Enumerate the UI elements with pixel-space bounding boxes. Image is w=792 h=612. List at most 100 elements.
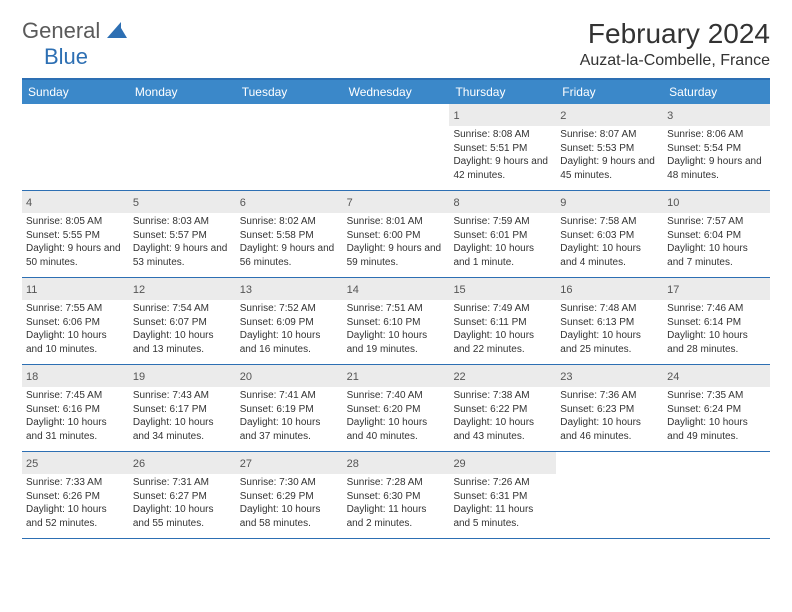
sunrise-text: Sunrise: 8:01 AM bbox=[347, 215, 446, 229]
day-cell: 18Sunrise: 7:45 AMSunset: 6:16 PMDayligh… bbox=[22, 365, 129, 451]
month-title: February 2024 bbox=[580, 18, 770, 50]
sunrise-text: Sunrise: 7:45 AM bbox=[26, 389, 125, 403]
sunrise-text: Sunrise: 7:55 AM bbox=[26, 302, 125, 316]
daylight-text: Daylight: 10 hours and 1 minute. bbox=[453, 242, 552, 269]
day-number-bar: 21 bbox=[343, 365, 450, 387]
daylight-text: Daylight: 10 hours and 19 minutes. bbox=[347, 329, 446, 356]
daylight-text: Daylight: 11 hours and 2 minutes. bbox=[347, 503, 446, 530]
day-number: 16 bbox=[560, 284, 572, 296]
sunrise-text: Sunrise: 7:49 AM bbox=[453, 302, 552, 316]
day-content: Sunrise: 8:02 AMSunset: 5:58 PMDaylight:… bbox=[236, 213, 343, 273]
week-row: 11 Sunrise: 7:55 AMSunset: 6:06 PM Dayligh… bbox=[22, 278, 770, 365]
day-cell: 8Sunrise: 7:59 AMSunset: 6:01 PMDaylight… bbox=[449, 191, 556, 277]
day-number-bar: 26 bbox=[129, 452, 236, 474]
daylight-text: Daylight: 10 hours and 7 minutes. bbox=[667, 242, 766, 269]
day-number-bar: 4 bbox=[22, 191, 129, 213]
sunrise-text: Sunrise: 8:03 AM bbox=[133, 215, 232, 229]
logo-triangle-icon bbox=[107, 22, 127, 43]
day-content: Sunrise: 7:36 AMSunset: 6:23 PMDaylight:… bbox=[556, 387, 663, 447]
day-content: Sunrise: 7:43 AMSunset: 6:17 PMDaylight:… bbox=[129, 387, 236, 447]
day-number: 8 bbox=[453, 197, 459, 209]
day-number-bar: 10 bbox=[663, 191, 770, 213]
day-number-bar: 16 bbox=[556, 278, 663, 300]
sunrise-text: Sunrise: 8:07 AM bbox=[560, 128, 659, 142]
day-number-bar: 6 bbox=[236, 191, 343, 213]
day-content: Sunrise: 7:41 AMSunset: 6:19 PMDaylight:… bbox=[236, 387, 343, 447]
daylight-text: Daylight: 10 hours and 22 minutes. bbox=[453, 329, 552, 356]
day-number-bar: 7 bbox=[343, 191, 450, 213]
day-number-bar: 18 bbox=[22, 365, 129, 387]
day-cell: 29Sunrise: 7:26 AMSunset: 6:31 PMDayligh… bbox=[449, 452, 556, 538]
sunset-text: Sunset: 6:29 PM bbox=[240, 490, 339, 504]
week-row: 1 Sunrise: 8:08 AMSunset: 5:51 PMDaylight… bbox=[22, 104, 770, 191]
day-number: 18 bbox=[26, 371, 38, 383]
day-cell bbox=[129, 104, 236, 190]
sunset-text: Sunset: 6:20 PM bbox=[347, 403, 446, 417]
sunrise-text: Sunrise: 7:40 AM bbox=[347, 389, 446, 403]
sunrise-text: Sunrise: 7:26 AM bbox=[453, 476, 552, 490]
day-cell: 3Sunrise: 8:06 AMSunset: 5:54 PMDaylight… bbox=[663, 104, 770, 190]
day-content: Sunrise: 7:51 AMSunset: 6:10 PMDaylight:… bbox=[343, 300, 450, 360]
day-cell: 1 Sunrise: 8:08 AMSunset: 5:51 PMDaylight… bbox=[449, 104, 556, 190]
daylight-text: Daylight: 10 hours and 43 minutes. bbox=[453, 416, 552, 443]
daylight-text: Daylight: 9 hours and 42 minutes. bbox=[453, 155, 552, 182]
day-number: 26 bbox=[133, 458, 145, 470]
day-content: Sunrise: 7:31 AMSunset: 6:27 PMDaylight:… bbox=[129, 474, 236, 534]
day-cell: 19Sunrise: 7:43 AMSunset: 6:17 PMDayligh… bbox=[129, 365, 236, 451]
sunset-text: Sunset: 6:17 PM bbox=[133, 403, 232, 417]
sunset-text: Sunset: 6:11 PM bbox=[453, 316, 552, 330]
daylight-text: Daylight: 10 hours and 4 minutes. bbox=[560, 242, 659, 269]
day-number-bar: 24 bbox=[663, 365, 770, 387]
day-header-saturday: Saturday bbox=[663, 80, 770, 104]
logo-text-blue: Blue bbox=[44, 44, 127, 70]
day-number-bar: 29 bbox=[449, 452, 556, 474]
sunset-text: Sunset: 6:07 PM bbox=[133, 316, 232, 330]
day-content: Sunrise: 7:33 AMSunset: 6:26 PMDaylight:… bbox=[22, 474, 129, 534]
day-content: Sunrise: 7:52 AMSunset: 6:09 PMDaylight:… bbox=[236, 300, 343, 360]
day-number-bar: 8 bbox=[449, 191, 556, 213]
day-cell: 20Sunrise: 7:41 AMSunset: 6:19 PMDayligh… bbox=[236, 365, 343, 451]
day-number: 1 bbox=[453, 110, 459, 122]
sunrise-text: Sunrise: 7:46 AM bbox=[667, 302, 766, 316]
sunrise-text: Sunrise: 7:43 AM bbox=[133, 389, 232, 403]
sunset-text: Sunset: 6:27 PM bbox=[133, 490, 232, 504]
sunset-text: Sunset: 6:06 PM bbox=[26, 316, 125, 330]
day-number: 28 bbox=[347, 458, 359, 470]
day-content: Sunrise: 7:54 AMSunset: 6:07 PMDaylight:… bbox=[129, 300, 236, 360]
day-cell bbox=[22, 104, 129, 190]
daylight-text: Daylight: 10 hours and 40 minutes. bbox=[347, 416, 446, 443]
sunset-text: Sunset: 5:55 PM bbox=[26, 229, 125, 243]
day-content: Sunrise: 7:49 AMSunset: 6:11 PMDaylight:… bbox=[449, 300, 556, 360]
sunset-text: Sunset: 6:30 PM bbox=[347, 490, 446, 504]
sunset-text: Sunset: 6:03 PM bbox=[560, 229, 659, 243]
sunset-text: Sunset: 5:57 PM bbox=[133, 229, 232, 243]
day-content: Sunrise: 8:07 AMSunset: 5:53 PMDaylight:… bbox=[556, 126, 663, 186]
sunrise-text: Sunrise: 7:28 AM bbox=[347, 476, 446, 490]
day-number-bar: 22 bbox=[449, 365, 556, 387]
day-number: 21 bbox=[347, 371, 359, 383]
day-number-bar: 25 bbox=[22, 452, 129, 474]
sunrise-text: Sunrise: 7:41 AM bbox=[240, 389, 339, 403]
day-cell: 4Sunrise: 8:05 AMSunset: 5:55 PMDaylight… bbox=[22, 191, 129, 277]
day-content: Sunrise: 7:58 AMSunset: 6:03 PMDaylight:… bbox=[556, 213, 663, 273]
sunrise-text: Sunrise: 8:08 AM bbox=[453, 128, 552, 142]
day-content: Sunrise: 7:38 AMSunset: 6:22 PMDaylight:… bbox=[449, 387, 556, 447]
day-number: 27 bbox=[240, 458, 252, 470]
sunset-text: Sunset: 6:19 PM bbox=[240, 403, 339, 417]
day-number-bar: 9 bbox=[556, 191, 663, 213]
day-cell: 21 Sunrise: 7:40 AMSunset: 6:20 PMDayligh… bbox=[343, 365, 450, 451]
day-cell: 28 Sunrise: 7:28 AMSunset: 6:30 PMDayligh… bbox=[343, 452, 450, 538]
day-number: 23 bbox=[560, 371, 572, 383]
daylight-text: Daylight: 10 hours and 34 minutes. bbox=[133, 416, 232, 443]
day-cell bbox=[236, 104, 343, 190]
day-number: 13 bbox=[240, 284, 252, 296]
day-number: 12 bbox=[133, 284, 145, 296]
day-number: 11 bbox=[26, 284, 37, 296]
week-row: 18Sunrise: 7:45 AMSunset: 6:16 PMDayligh… bbox=[22, 365, 770, 452]
day-number: 10 bbox=[667, 197, 679, 209]
sunset-text: Sunset: 5:51 PM bbox=[453, 142, 552, 156]
day-number-bar: 1 bbox=[449, 104, 556, 126]
day-number-bar: 15 bbox=[449, 278, 556, 300]
day-number: 6 bbox=[240, 197, 246, 209]
day-content: Sunrise: 8:05 AMSunset: 5:55 PMDaylight:… bbox=[22, 213, 129, 273]
